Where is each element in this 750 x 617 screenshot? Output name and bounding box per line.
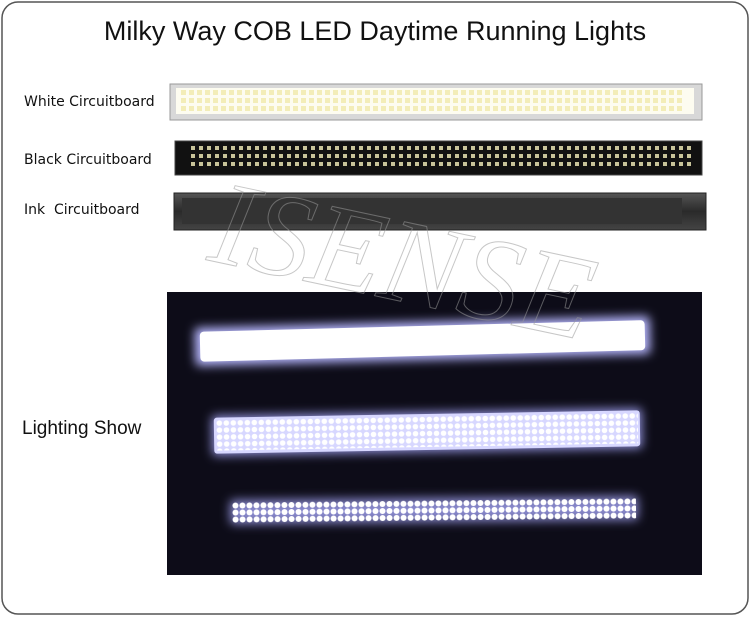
variant-label: White Circuitboard <box>24 94 155 110</box>
black-bar <box>174 140 703 176</box>
variant-label: Black Circuitboard <box>24 152 152 168</box>
white-bar <box>169 83 703 121</box>
title: Milky Way COB LED Daytime Running Lights <box>104 16 646 46</box>
ink-bar <box>173 192 707 231</box>
lighting-label: Lighting Show <box>22 418 142 439</box>
variant-label: Ink Circuitboard <box>24 202 140 218</box>
lighting-photo <box>167 292 702 575</box>
